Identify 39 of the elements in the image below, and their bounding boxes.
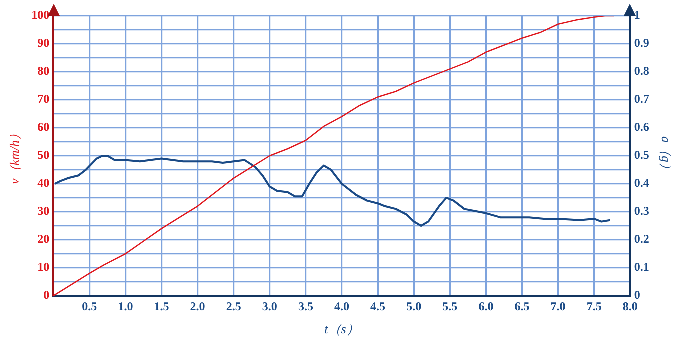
y-tick-label: 10 [38, 260, 50, 274]
y2-tick-label: 0.5 [634, 148, 650, 162]
y2-tick-label: 0.9 [634, 36, 650, 50]
x-tick-label: 3.5 [298, 299, 314, 314]
y-tick-label: 0 [44, 288, 50, 302]
x-tick-label: 5.0 [406, 299, 422, 314]
y-tick-label: 30 [38, 204, 50, 218]
y-tick-label: 20 [38, 232, 50, 246]
x-tick-label: 4.0 [334, 299, 350, 314]
x-tick-label: 7.0 [550, 299, 566, 314]
y-tick-label: 50 [38, 148, 50, 162]
y2-tick-label: 0.3 [634, 204, 650, 218]
y-tick-label: 70 [38, 92, 50, 106]
y2-tick-label: 0.4 [634, 176, 650, 190]
y-tick-label: 60 [38, 120, 50, 134]
y2-tick-label: 0.7 [634, 92, 650, 106]
x-tick-label: 2.5 [226, 299, 242, 314]
x-tick-label: 2.0 [190, 299, 206, 314]
y2-tick-label: 0.8 [634, 64, 650, 78]
y2-tick-label: 0.6 [634, 120, 650, 134]
x-tick-label: 3.0 [262, 299, 278, 314]
x-tick-label: 4.5 [370, 299, 386, 314]
x-tick-label: 0.5 [82, 299, 98, 314]
y2-axis-title: a（g） [658, 136, 674, 176]
x-tick-label: 6.5 [514, 299, 530, 314]
y2-tick-label: 0.2 [634, 232, 650, 246]
y-tick-label: 100 [32, 8, 50, 22]
y-tick-label: 80 [38, 64, 50, 78]
x-tick-label: 6.0 [478, 299, 494, 314]
y-axis-title: v（km/h） [7, 127, 22, 185]
y2-tick-label: 0.1 [634, 260, 650, 274]
y-tick-label: 90 [38, 36, 50, 50]
y2-tick-label: 1 [634, 8, 640, 22]
x-axis-title: t（s） [324, 322, 360, 337]
x-tick-label: 1.5 [154, 299, 170, 314]
y-tick-label: 40 [38, 176, 50, 190]
x-tick-label: 1.0 [118, 299, 134, 314]
x-tick-label: 7.5 [586, 299, 602, 314]
x-tick-label: 5.5 [442, 299, 458, 314]
